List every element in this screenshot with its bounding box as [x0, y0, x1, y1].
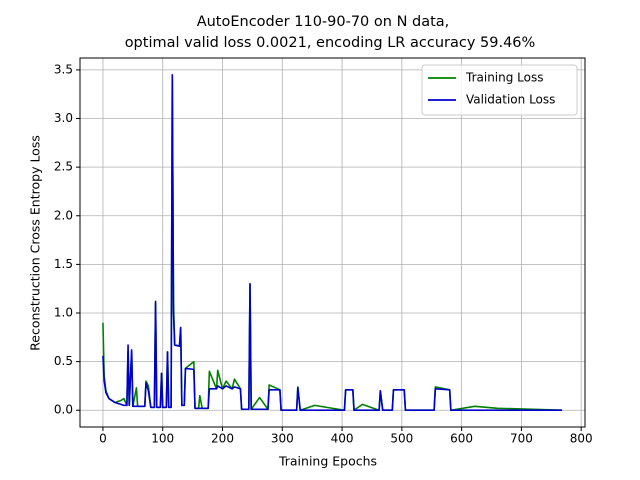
x-tick-label: 600 [450, 432, 473, 446]
plot-frame [79, 57, 586, 428]
x-tick-label: 400 [331, 432, 354, 446]
x-tick-label: 800 [570, 432, 593, 446]
chart-subtitle: optimal valid loss 0.0021, encoding LR a… [125, 35, 536, 51]
y-axis-label: Reconstruction Cross Entropy Loss [28, 135, 43, 351]
y-tick-label: 2.5 [54, 160, 73, 174]
x-tick-label: 300 [271, 432, 294, 446]
y-tick-label: 0.0 [54, 403, 73, 417]
x-tick-label: 100 [151, 432, 174, 446]
y-tick-label: 1.5 [54, 257, 73, 271]
legend-label: Validation Loss [466, 93, 555, 107]
y-tick-label: 3.5 [54, 62, 73, 76]
chart-title: AutoEncoder 110-90-70 on N data, [197, 14, 450, 30]
y-tick-label: 0.5 [54, 354, 73, 368]
legend-box [421, 64, 578, 116]
x-tick-label: 500 [390, 432, 413, 446]
x-tick-label: 0 [99, 432, 107, 446]
y-tick-label: 3.0 [54, 111, 73, 125]
x-tick-label: 200 [211, 432, 234, 446]
y-tick-label: 2.0 [54, 208, 73, 222]
legend-label: Training Loss [465, 71, 543, 85]
x-axis-label: Training Epochs [278, 454, 377, 469]
x-tick-label: 700 [510, 432, 533, 446]
y-tick-label: 1.0 [54, 305, 73, 319]
series-line [102, 73, 563, 412]
